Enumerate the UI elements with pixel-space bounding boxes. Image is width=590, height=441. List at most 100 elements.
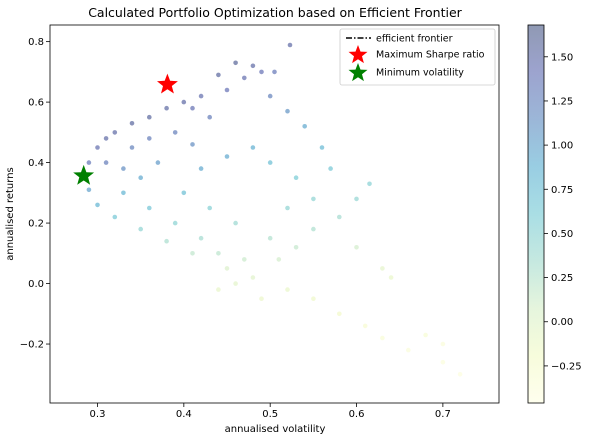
scatter-point <box>367 181 372 187</box>
scatter-point <box>164 105 169 111</box>
x-axis-label: annualised volatility <box>225 424 326 435</box>
scatter-point <box>129 145 135 150</box>
scatter-point <box>242 75 247 81</box>
scatter-point <box>233 220 238 226</box>
x-tick-label: 0.6 <box>349 409 365 420</box>
scatter-point <box>354 196 359 202</box>
scatter-point <box>354 245 359 250</box>
scatter-point <box>259 296 264 302</box>
scatter-point <box>147 205 152 211</box>
scatter-point <box>311 196 316 202</box>
scatter-point <box>103 160 109 165</box>
scatter-point <box>272 69 277 75</box>
scatter-point <box>388 275 394 280</box>
x-axis-ticks: 0.3 0.4 0.5 0.6 0.7 <box>90 403 451 420</box>
scatter-point <box>440 359 446 365</box>
scatter-point <box>190 142 195 147</box>
scatter-point <box>155 160 161 165</box>
scatter-point <box>172 130 178 135</box>
colorbar-tick-label: 0.25 <box>551 273 573 284</box>
scatter-point <box>207 114 212 120</box>
scatter-point <box>95 202 100 208</box>
scatter-point <box>328 166 333 171</box>
scatter-point <box>216 287 221 292</box>
scatter-point <box>287 42 293 48</box>
scatter-point <box>224 154 230 159</box>
colorbar-ticks: −0.25 0.00 0.25 0.50 0.75 1.00 1.25 1.50 <box>544 52 582 372</box>
scatter-point <box>250 145 256 150</box>
scatter-point <box>293 245 299 250</box>
scatter-point <box>224 87 230 93</box>
scatter-point <box>311 296 316 302</box>
plot-frame <box>49 24 500 404</box>
x-tick-label: 0.7 <box>435 409 451 420</box>
legend-min-volatility-star <box>348 63 368 82</box>
scatter-point <box>198 235 204 241</box>
scatter-point <box>112 214 118 220</box>
scatter-point <box>259 69 264 75</box>
y-axis-ticks: −0.2 0.0 0.2 0.4 0.6 0.8 <box>20 37 50 351</box>
scatter-point <box>147 114 152 120</box>
x-tick-label: 0.3 <box>90 409 106 420</box>
scatter-point <box>181 99 187 105</box>
scatter-point <box>250 275 256 280</box>
y-tick-label: 0.4 <box>28 158 44 169</box>
y-tick-label: 0.6 <box>28 98 44 109</box>
scatter-point <box>190 105 195 111</box>
legend-max-sharpe-label: Maximum Sharpe ratio <box>376 50 485 61</box>
scatter-point <box>285 205 290 211</box>
scatter-point <box>267 160 273 165</box>
scatter-point <box>190 251 195 256</box>
max-sharpe-star <box>157 73 178 94</box>
y-tick-label: 0.8 <box>28 37 44 48</box>
scatter-point <box>380 266 385 271</box>
scatter-point <box>233 281 238 286</box>
legend-min-volatility-label: Minimum volatility <box>376 68 464 79</box>
scatter-point <box>337 214 342 220</box>
colorbar: −0.25 0.00 0.25 0.50 0.75 1.00 1.25 1.50 <box>527 24 582 404</box>
scatter-point <box>181 190 187 196</box>
scatter-point <box>86 187 92 193</box>
scatter-point <box>337 311 342 317</box>
scatter-point <box>285 108 290 114</box>
y-tick-label: 0.0 <box>28 279 44 290</box>
scatter-point <box>362 323 368 329</box>
y-tick-label: −0.2 <box>20 340 44 351</box>
scatter-point <box>129 121 135 126</box>
colorbar-tick-label: −0.25 <box>551 361 582 372</box>
scatter-point <box>216 72 221 78</box>
scatter-point <box>440 341 446 347</box>
scatter-point <box>311 226 316 232</box>
y-tick-label: 0.2 <box>28 219 44 230</box>
highlight-markers <box>73 73 178 185</box>
x-tick-label: 0.4 <box>176 409 192 420</box>
chart-title: Calculated Portfolio Optimization based … <box>88 5 462 20</box>
scatter-point <box>164 238 169 244</box>
legend-max-sharpe-star <box>348 45 368 64</box>
legend-efficient-frontier-label: efficient frontier <box>376 34 453 45</box>
x-tick-label: 0.5 <box>262 409 278 420</box>
scatter-point <box>242 257 247 262</box>
legend-star-green <box>348 63 368 82</box>
scatter-point <box>233 60 238 66</box>
scatter-point <box>112 130 118 135</box>
scatter-point <box>95 145 100 150</box>
scatter-point <box>86 160 92 165</box>
scatter-point <box>121 190 126 196</box>
colorbar-tick-label: 1.25 <box>551 96 573 107</box>
scatter-point <box>224 266 230 271</box>
legend: efficient frontier Maximum Sharpe ratio … <box>339 28 496 86</box>
scatter-point <box>172 220 178 226</box>
min-volatility-star <box>73 164 95 185</box>
plot-area: 0.3 0.4 0.5 0.6 0.7 −0.2 0.0 0.2 0.4 0.6 0.8 <box>20 24 500 420</box>
scatter-point <box>302 124 308 129</box>
scatter-point <box>276 257 282 262</box>
scatter-point <box>216 251 221 256</box>
colorbar-tick-label: 1.00 <box>551 141 573 152</box>
scatter-point <box>267 93 273 99</box>
legend-star-red <box>348 45 368 64</box>
scatter-point <box>103 136 109 141</box>
scatter-point <box>423 332 428 338</box>
scatter-point <box>207 205 212 211</box>
